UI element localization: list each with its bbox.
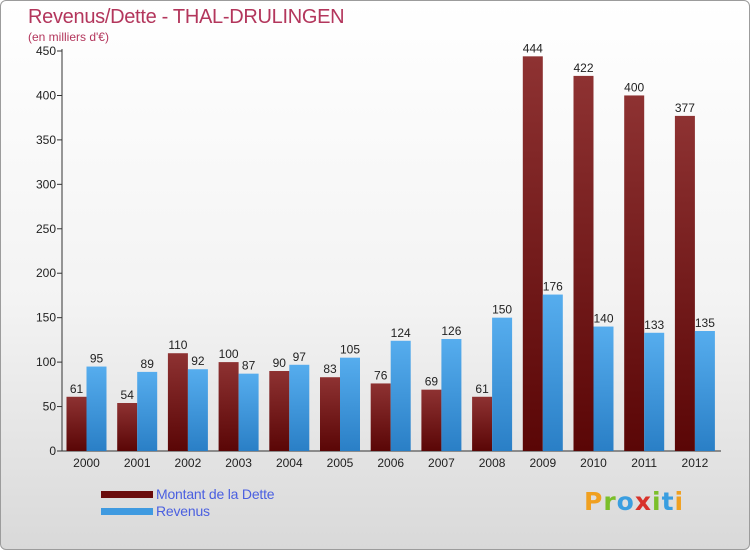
y-tick-label: 450 [36, 44, 56, 58]
y-tick-label: 150 [36, 311, 56, 325]
bar-debt [167, 353, 188, 451]
bar-debt [674, 115, 695, 451]
chart-subtitle: (en milliers d'€) [28, 30, 109, 44]
bar-debt [421, 389, 442, 451]
y-tick-label: 200 [36, 266, 56, 280]
logo-letter: x [634, 487, 652, 516]
bar-debt [573, 75, 594, 451]
y-tick-label: 250 [36, 222, 56, 236]
chart-title: Revenus/Dette - THAL-DRULINGEN [28, 6, 345, 28]
data-label-revenue: 176 [543, 280, 563, 294]
bar-debt [269, 371, 290, 451]
bar-revenue [238, 373, 259, 451]
legend-swatch-revenue [101, 508, 153, 515]
data-label-revenue: 126 [441, 324, 461, 338]
data-label-debt: 100 [219, 347, 239, 361]
data-label-revenue: 140 [593, 312, 613, 326]
x-tick-label: 2006 [377, 456, 404, 470]
data-label-debt: 76 [374, 368, 388, 382]
data-label-debt: 110 [168, 338, 187, 352]
x-tick-label: 2012 [682, 456, 709, 470]
bar-revenue [542, 294, 563, 451]
data-label-revenue: 133 [644, 318, 664, 332]
data-label-revenue: 135 [695, 316, 715, 330]
bar-debt [370, 383, 391, 451]
bar-revenue [441, 339, 462, 451]
y-tick-label: 350 [36, 133, 56, 147]
data-label-revenue: 97 [293, 350, 307, 364]
bar-revenue [694, 331, 715, 451]
bar-revenue [340, 357, 360, 451]
data-label-debt: 69 [425, 375, 439, 389]
bar-debt [218, 362, 239, 451]
data-label-debt: 377 [675, 101, 695, 115]
data-label-debt: 444 [523, 41, 543, 55]
data-label-debt: 61 [475, 382, 489, 396]
bar-revenue [390, 340, 411, 451]
x-tick-label: 2011 [631, 456, 657, 470]
logo-letter: i [674, 487, 685, 516]
y-tick-label: 100 [36, 355, 56, 369]
legend-label-debt: Montant de la Dette [156, 486, 275, 502]
bar-debt [117, 403, 138, 451]
data-label-revenue: 150 [492, 303, 512, 317]
legend-label-revenue: Revenus [156, 503, 210, 519]
x-tick-label: 2009 [529, 456, 556, 470]
logo-letter: i [652, 487, 662, 516]
y-tick-label: 50 [43, 400, 57, 414]
logo-letter: P [584, 487, 604, 516]
bar-revenue [137, 371, 158, 451]
bar-debt [522, 56, 543, 451]
y-tick-label: 400 [36, 88, 56, 102]
data-label-debt: 422 [573, 61, 593, 75]
bar-revenue [187, 369, 208, 451]
bar-revenue [593, 326, 614, 451]
legend-swatch-debt [101, 491, 153, 498]
x-tick-label: 2004 [276, 456, 303, 470]
bar-revenue [289, 364, 310, 451]
bar-debt [66, 396, 87, 451]
data-label-revenue: 105 [340, 343, 360, 357]
proxiti-logo: Proxiti [584, 487, 684, 516]
x-tick-label: 2002 [175, 456, 202, 470]
bar-debt [472, 396, 493, 451]
data-label-revenue: 89 [141, 357, 155, 371]
data-label-debt: 400 [624, 80, 644, 94]
data-label-debt: 83 [323, 362, 337, 376]
bar-debt [624, 95, 645, 451]
x-tick-label: 2001 [124, 456, 151, 470]
logo-letter: t [661, 487, 675, 516]
data-label-revenue: 95 [90, 352, 104, 366]
data-label-revenue: 92 [191, 354, 205, 368]
bar-revenue [644, 332, 665, 451]
data-label-revenue: 124 [391, 326, 411, 340]
x-tick-label: 2005 [327, 456, 354, 470]
data-label-debt: 90 [273, 356, 287, 370]
data-label-debt: 61 [70, 382, 84, 396]
data-label-debt: 54 [121, 388, 135, 402]
x-tick-label: 2000 [73, 456, 100, 470]
x-tick-label: 2003 [225, 456, 252, 470]
bar-revenue [492, 317, 513, 451]
y-tick-label: 300 [36, 177, 56, 191]
x-tick-label: 2008 [479, 456, 506, 470]
x-tick-label: 2007 [428, 456, 455, 470]
logo-letter: r [603, 487, 617, 516]
y-tick-label: 0 [49, 444, 56, 458]
logo-letter: o [616, 487, 635, 516]
x-tick-label: 2010 [580, 456, 607, 470]
bar-debt [320, 377, 340, 451]
bar-revenue [86, 366, 107, 451]
data-label-revenue: 87 [242, 359, 256, 373]
